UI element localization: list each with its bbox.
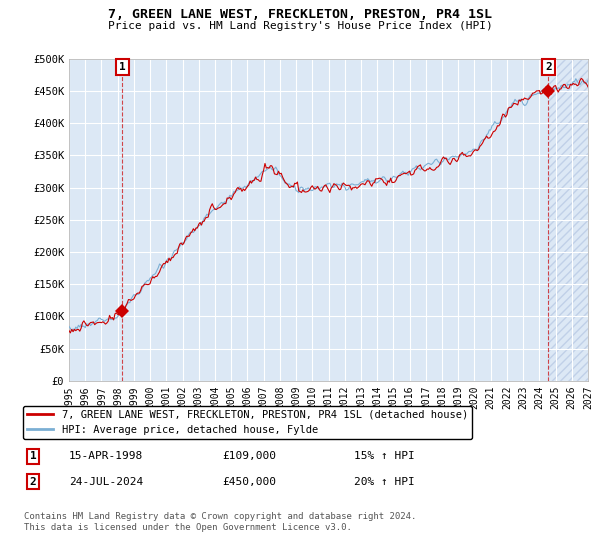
Text: 1: 1 bbox=[119, 62, 126, 72]
Text: 15-APR-1998: 15-APR-1998 bbox=[69, 451, 143, 461]
Text: 2: 2 bbox=[545, 62, 552, 72]
Text: 24-JUL-2024: 24-JUL-2024 bbox=[69, 477, 143, 487]
Text: 7, GREEN LANE WEST, FRECKLETON, PRESTON, PR4 1SL: 7, GREEN LANE WEST, FRECKLETON, PRESTON,… bbox=[108, 8, 492, 21]
Legend: 7, GREEN LANE WEST, FRECKLETON, PRESTON, PR4 1SL (detached house), HPI: Average : 7, GREEN LANE WEST, FRECKLETON, PRESTON,… bbox=[23, 405, 472, 439]
Text: 2: 2 bbox=[29, 477, 37, 487]
Text: Contains HM Land Registry data © Crown copyright and database right 2024.
This d: Contains HM Land Registry data © Crown c… bbox=[24, 512, 416, 532]
Text: £109,000: £109,000 bbox=[222, 451, 276, 461]
Text: Price paid vs. HM Land Registry's House Price Index (HPI): Price paid vs. HM Land Registry's House … bbox=[107, 21, 493, 31]
Text: 20% ↑ HPI: 20% ↑ HPI bbox=[354, 477, 415, 487]
Text: 15% ↑ HPI: 15% ↑ HPI bbox=[354, 451, 415, 461]
Text: 1: 1 bbox=[29, 451, 37, 461]
Text: £450,000: £450,000 bbox=[222, 477, 276, 487]
